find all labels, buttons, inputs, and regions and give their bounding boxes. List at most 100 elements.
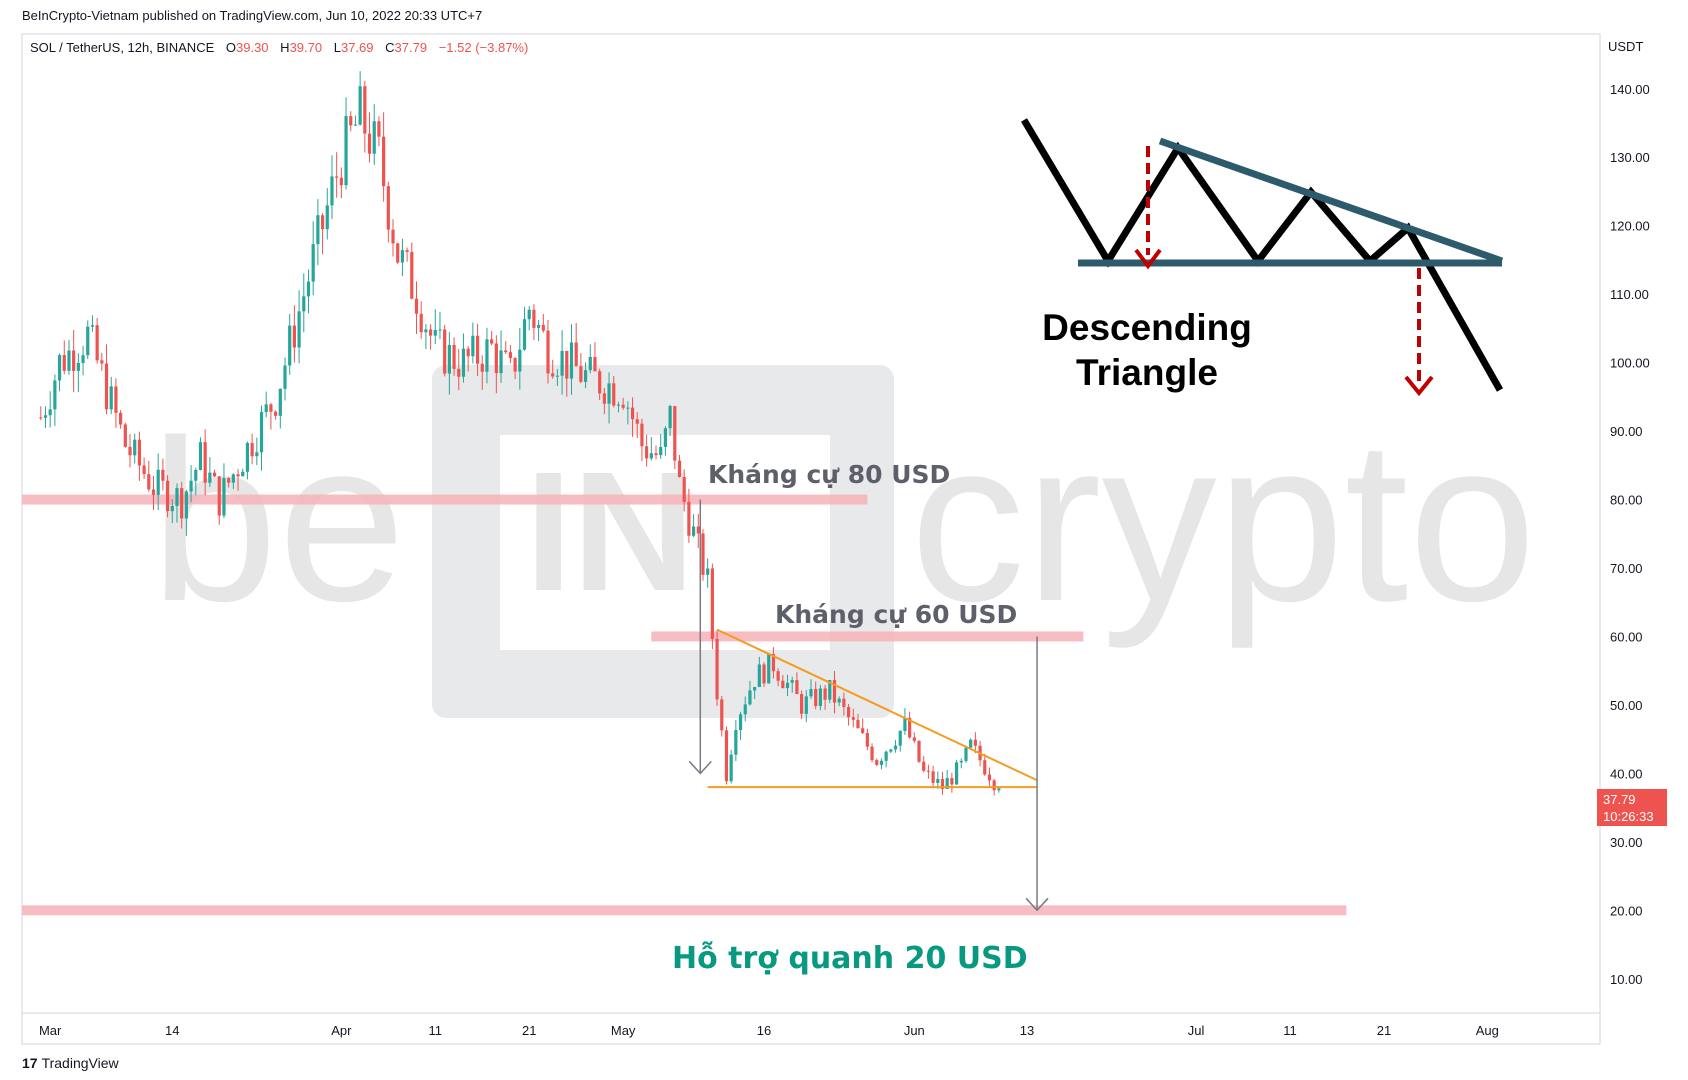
candle-body — [292, 325, 296, 348]
candle-body — [367, 133, 372, 154]
candle-body — [748, 690, 752, 705]
candle-body — [53, 380, 57, 410]
candle-body — [757, 664, 761, 688]
candle-body — [795, 680, 799, 695]
candle-body — [687, 501, 691, 536]
x-tick-label: Jun — [904, 1023, 925, 1038]
price-axis[interactable]: 10.00 20.00 30.00 40.00 50.00 60.00 70.00 80.00… — [1610, 82, 1650, 987]
resistance-60-label: Kháng cự 60 USD — [775, 600, 1017, 629]
y-tick-label: 60.00 — [1610, 629, 1643, 644]
pattern-title-line-2: Triangle — [1076, 352, 1218, 393]
candle-body — [382, 136, 386, 187]
candle-body — [405, 250, 409, 252]
candle-body — [180, 488, 184, 519]
candle-body — [194, 469, 198, 481]
candle-body — [724, 730, 729, 782]
watermark-box-cut — [500, 435, 830, 650]
candle-body — [950, 778, 954, 785]
candle-body — [790, 680, 794, 683]
candle-body — [893, 745, 898, 750]
candle-body — [551, 373, 555, 377]
time-axis[interactable]: Mar 14 Apr 11 21 May 16 Jun 13 Jul 11 21 Aug — [39, 1023, 1499, 1038]
x-tick-label: 14 — [165, 1023, 179, 1038]
candle-body — [311, 244, 315, 282]
candle-body — [992, 780, 996, 791]
x-tick-label: 16 — [757, 1023, 771, 1038]
candle-body — [184, 491, 188, 519]
candle-body — [255, 452, 259, 457]
candle-body — [39, 417, 43, 419]
candle-body — [245, 442, 250, 472]
candle-body — [771, 654, 776, 672]
x-tick-label: 21 — [1377, 1023, 1391, 1038]
candle-body — [410, 251, 414, 299]
zones-layer — [22, 494, 1347, 916]
y-tick-label: 130.00 — [1610, 150, 1650, 165]
candle-body — [762, 664, 766, 684]
candle-body — [818, 688, 822, 707]
resistance-80-label: Kháng cự 80 USD — [708, 460, 950, 489]
watermark: be IN crypto — [150, 365, 1536, 718]
candle-body — [222, 478, 226, 516]
low-label: L — [333, 40, 341, 55]
y-tick-label: 120.00 — [1610, 219, 1650, 234]
candle-body — [781, 680, 785, 689]
candle-body — [62, 355, 66, 371]
watermark-in: IN — [525, 437, 695, 627]
candle-body — [109, 386, 113, 410]
candle-body — [832, 680, 837, 703]
candle-body — [119, 412, 123, 425]
candle-body — [151, 489, 156, 495]
symbol-legend[interactable]: SOL / TetherUS, 12h, BINANCE O39.30 H39.… — [30, 40, 528, 55]
candle-body — [691, 526, 696, 536]
candle-body — [588, 356, 592, 371]
candle-body — [593, 356, 597, 372]
close-value: 37.79 — [394, 40, 428, 55]
y-tick-label: 100.00 — [1610, 356, 1650, 371]
candle-body — [424, 329, 428, 333]
candle-body — [156, 469, 160, 495]
candle-body — [457, 368, 461, 377]
candle-body — [677, 460, 682, 478]
zone-20 — [22, 905, 1347, 916]
candle-body — [198, 442, 203, 470]
candle-body — [335, 176, 339, 178]
candle-body — [81, 355, 85, 364]
candle-body — [616, 404, 621, 406]
candle-body — [133, 439, 137, 456]
candle-body — [86, 326, 90, 356]
candle-body — [738, 714, 743, 731]
candle-body — [522, 319, 527, 350]
candle-body — [471, 335, 475, 357]
candle-body — [72, 350, 76, 371]
last-price-badge: 37.79 10:26:33 — [1597, 789, 1667, 826]
candle-body — [640, 423, 644, 447]
tradingview-footer[interactable]: 17 TradingView — [22, 1055, 119, 1071]
open-label: O — [225, 40, 236, 55]
x-tick-label: Apr — [331, 1023, 352, 1038]
candle-body — [490, 339, 494, 344]
candle-body — [269, 404, 273, 412]
candle-body — [499, 350, 503, 374]
candle-body — [649, 453, 653, 459]
candle-body — [297, 311, 301, 348]
candle-body — [659, 446, 663, 456]
tradingview-brand: TradingView — [41, 1055, 119, 1071]
candle-body — [917, 740, 921, 762]
candle-body — [57, 355, 62, 381]
x-tick-label: Aug — [1476, 1023, 1499, 1038]
candle-body — [767, 654, 771, 684]
candle-body — [701, 533, 705, 575]
candle-body — [349, 116, 353, 126]
candle-body — [363, 86, 367, 134]
candle-body — [339, 177, 343, 186]
candle-body — [729, 754, 733, 782]
candle-body — [851, 717, 855, 720]
candle-body — [846, 706, 851, 718]
candle-body — [123, 424, 127, 447]
candle-body — [753, 687, 757, 691]
x-tick-label: Mar — [39, 1023, 62, 1038]
candle-body — [565, 350, 569, 379]
change-value: −1.52 (−3.87%) — [438, 40, 529, 55]
